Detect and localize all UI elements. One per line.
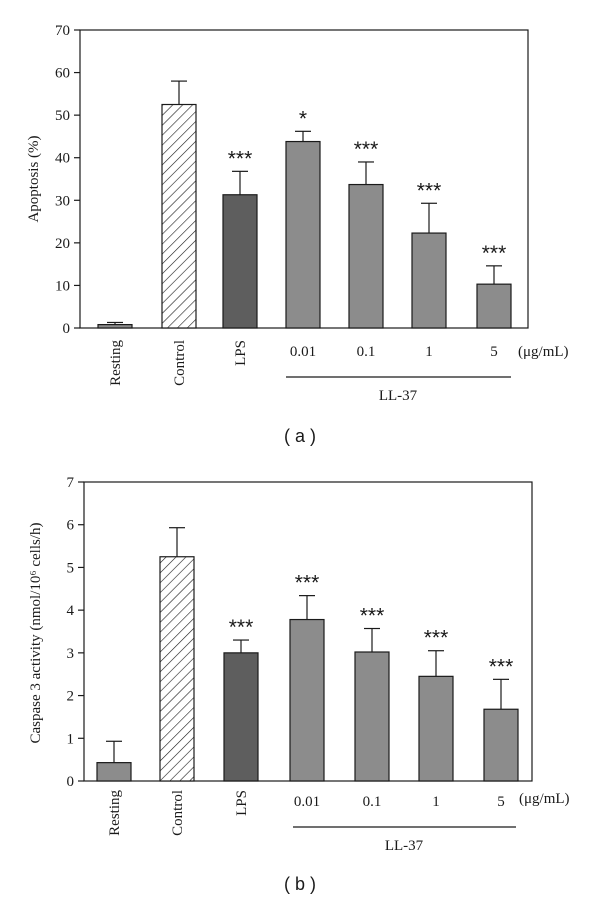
- y-tick-label-a-0: 0: [63, 321, 71, 337]
- y-tick-label-b-0: 0: [67, 774, 75, 790]
- x-tick-label-b-5: 1: [432, 794, 440, 810]
- bars-b: *** *** *** *** ***: [96, 527, 519, 782]
- y-tick-label-b-1: 1: [67, 731, 75, 747]
- significance-a-5: ***: [417, 179, 442, 202]
- y-tick-label-b-2: 2: [67, 689, 75, 705]
- bars-a: *************: [97, 80, 512, 329]
- y-tick-label-b-6: 6: [67, 518, 75, 534]
- y-tick-label-b-7: 7: [67, 475, 75, 491]
- y-tick-label-a-6: 60: [55, 66, 70, 82]
- y-axis-b: 0 1 2 3 4 5 6 7: [67, 475, 84, 790]
- y-tick-label-a-7: 70: [55, 23, 70, 39]
- bar-a-0: [97, 323, 133, 329]
- group-label-b: LL-37: [385, 838, 424, 854]
- bar-a-1: [161, 103, 197, 329]
- significance-b-2: ***: [229, 616, 254, 639]
- x-tick-label-b-3: 0.01: [294, 794, 320, 810]
- x-tick-label-b-2: LPS: [234, 790, 250, 816]
- significance-a-6: ***: [482, 242, 507, 265]
- y-tick-label-a-4: 40: [55, 151, 70, 167]
- x-tick-label-b-0: Resting: [107, 790, 123, 836]
- x-tick-label-b-6: 5: [497, 794, 505, 810]
- y-tick-label-a-3: 30: [55, 193, 70, 209]
- significance-b-6: ***: [489, 655, 514, 678]
- bar-a-3: [285, 140, 321, 329]
- panel-label-b: ( b ): [284, 874, 316, 894]
- x-axis-a: Resting Control LPS 0.01 0.1 1 5: [108, 340, 498, 386]
- x-tick-label-a-3: 0.01: [290, 344, 316, 360]
- significance-a-2: ***: [228, 147, 253, 170]
- y-axis-label-a: Apoptosis (%): [26, 135, 42, 222]
- bar-a-4: [348, 183, 384, 329]
- x-tick-label-a-4: 0.1: [357, 344, 376, 360]
- y-axis-a: 0 10 20 30 40 50 60 70: [55, 23, 80, 337]
- significance-b-3: ***: [295, 572, 320, 595]
- group-label-a: LL-37: [379, 388, 418, 404]
- bar-a-5: [411, 232, 447, 329]
- bar-b-5: [418, 675, 454, 782]
- bar-b-1: [159, 556, 195, 782]
- y-tick-label-b-3: 3: [67, 646, 75, 662]
- x-tick-label-b-4: 0.1: [363, 794, 382, 810]
- y-tick-label-b-5: 5: [67, 560, 75, 576]
- bar-a-2: [222, 194, 258, 329]
- significance-a-4: ***: [354, 138, 379, 161]
- unit-label-b: (μg/mL): [519, 791, 570, 807]
- x-tick-label-a-1: Control: [172, 340, 188, 386]
- bar-b-6: [483, 708, 519, 782]
- unit-label-a: (μg/mL): [518, 344, 569, 360]
- x-tick-label-a-5: 1: [425, 344, 433, 360]
- bar-b-4: [354, 651, 390, 782]
- x-axis-b: Resting Control LPS 0.01 0.1 1 5: [107, 790, 505, 836]
- significance-a-3: *: [299, 107, 307, 130]
- y-tick-label-a-1: 10: [55, 278, 70, 294]
- x-tick-label-b-1: Control: [170, 790, 186, 836]
- y-axis-label-b: Caspase 3 activity (nmol/10⁶ cells/h): [28, 522, 44, 743]
- significance-b-4: ***: [360, 605, 385, 628]
- x-tick-label-a-2: LPS: [233, 340, 249, 366]
- chart-b: 0 1 2 3 4 5 6 7 Caspase 3 activity (nmol/10⁶ ce…: [28, 475, 570, 894]
- y-tick-label-a-2: 20: [55, 236, 70, 252]
- bar-b-2: [223, 652, 259, 782]
- bar-b-3: [289, 618, 325, 782]
- panel-label-a: ( a ): [284, 426, 316, 446]
- y-tick-label-b-4: 4: [67, 603, 75, 619]
- bar-a-6: [476, 283, 512, 329]
- x-tick-label-a-6: 5: [490, 344, 498, 360]
- y-tick-label-a-5: 50: [55, 108, 70, 124]
- significance-b-5: ***: [424, 627, 449, 650]
- bar-b-0: [96, 762, 132, 782]
- x-tick-label-a-0: Resting: [108, 340, 124, 386]
